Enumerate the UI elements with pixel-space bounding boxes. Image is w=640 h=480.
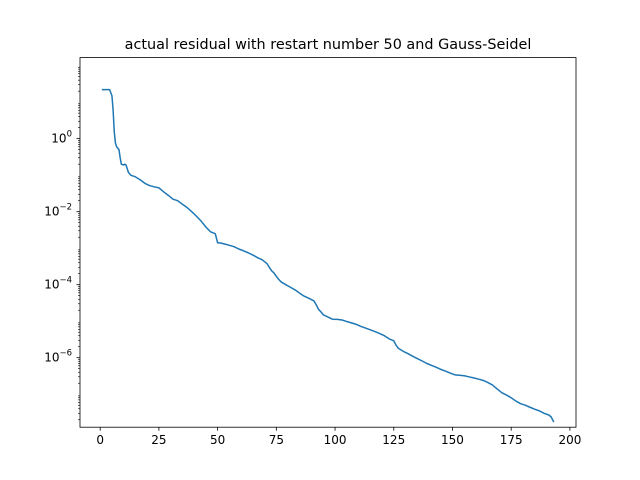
- x-tick-label: 150: [441, 433, 464, 447]
- x-tick-label: 75: [269, 433, 284, 447]
- plot-area: [101, 88, 555, 423]
- x-tick-label: 25: [151, 433, 166, 447]
- y-tick-label: 10−2: [44, 203, 72, 219]
- x-tick-label: 175: [500, 433, 523, 447]
- y-tick-label: 10−4: [44, 276, 72, 292]
- x-tick-label: 200: [558, 433, 581, 447]
- y-tick-label: 10−6: [44, 349, 72, 365]
- x-tick-label: 0: [96, 433, 104, 447]
- chart-title: actual residual with restart number 50 a…: [125, 37, 532, 53]
- x-tick-label: 125: [382, 433, 405, 447]
- x-tick-label: 50: [210, 433, 225, 447]
- residual-series-line: [101, 88, 555, 423]
- x-tick-label: 100: [324, 433, 347, 447]
- y-tick-label: 100: [51, 130, 72, 146]
- axes-frame: [79, 57, 577, 428]
- y-axis: 10−6 10−4 10−2 100: [44, 67, 80, 421]
- x-axis: 0 25 50 75 100 125 150 175 200: [96, 427, 581, 447]
